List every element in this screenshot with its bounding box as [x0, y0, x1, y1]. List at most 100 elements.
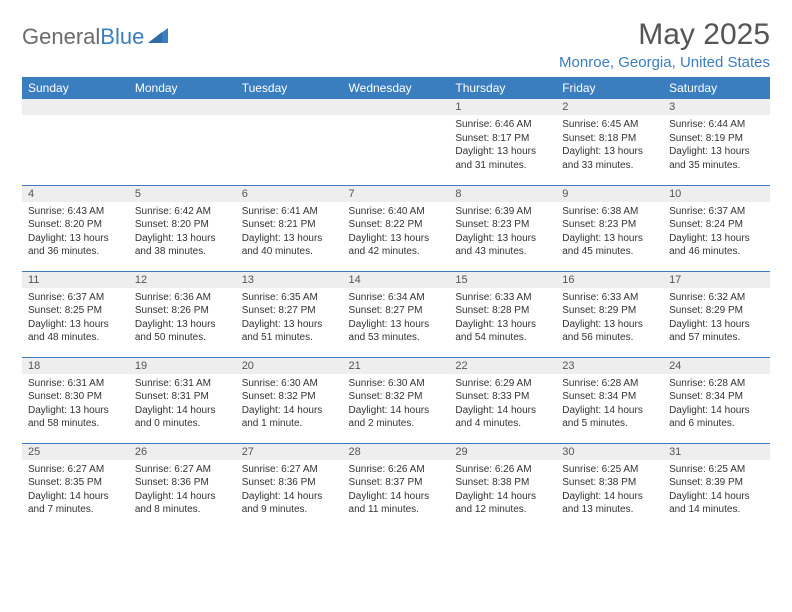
logo-text-1: General [22, 24, 100, 50]
sunrise-text: Sunrise: 6:37 AM [28, 291, 123, 305]
daylight-text: Daylight: 13 hours and 56 minutes. [562, 318, 657, 345]
weekday-header: Wednesday [343, 77, 450, 99]
day-details: Sunrise: 6:34 AMSunset: 8:27 PMDaylight:… [343, 288, 450, 349]
daylight-text: Daylight: 13 hours and 48 minutes. [28, 318, 123, 345]
daylight-text: Daylight: 14 hours and 4 minutes. [455, 404, 550, 431]
weekday-header: Saturday [663, 77, 770, 99]
sunset-text: Sunset: 8:23 PM [562, 218, 657, 232]
sunset-text: Sunset: 8:39 PM [669, 476, 764, 490]
calendar-day-cell: 21Sunrise: 6:30 AMSunset: 8:32 PMDayligh… [343, 357, 450, 443]
day-number: 5 [129, 186, 236, 202]
daylight-text: Daylight: 14 hours and 0 minutes. [135, 404, 230, 431]
day-number: 25 [22, 444, 129, 460]
calendar-day-cell: 25Sunrise: 6:27 AMSunset: 8:35 PMDayligh… [22, 443, 129, 529]
day-number: 24 [663, 358, 770, 374]
day-details: Sunrise: 6:25 AMSunset: 8:39 PMDaylight:… [663, 460, 770, 521]
day-number: 2 [556, 99, 663, 115]
sunrise-text: Sunrise: 6:31 AM [28, 377, 123, 391]
sunrise-text: Sunrise: 6:29 AM [455, 377, 550, 391]
day-number: 20 [236, 358, 343, 374]
day-number: 4 [22, 186, 129, 202]
calendar-week-row: 11Sunrise: 6:37 AMSunset: 8:25 PMDayligh… [22, 271, 770, 357]
calendar-day-cell: 13 Sunrise: 6:35 AMSunset: 8:27 PMDayligh… [236, 271, 343, 357]
day-details: Sunrise: 6:31 AMSunset: 8:31 PMDaylight:… [129, 374, 236, 435]
sunrise-text: Sunrise: 6:35 AM [242, 291, 337, 305]
sunset-text: Sunset: 8:18 PM [562, 132, 657, 146]
calendar-day-cell: 22Sunrise: 6:29 AMSunset: 8:33 PMDayligh… [449, 357, 556, 443]
sunset-text: Sunset: 8:27 PM [242, 304, 337, 318]
calendar-day-cell: 23Sunrise: 6:28 AMSunset: 8:34 PMDayligh… [556, 357, 663, 443]
daylight-text: Daylight: 13 hours and 51 minutes. [242, 318, 337, 345]
day-details: Sunrise: 6:29 AMSunset: 8:33 PMDaylight:… [449, 374, 556, 435]
month-title: May 2025 [559, 18, 770, 52]
title-block: May 2025 Monroe, Georgia, United States [559, 18, 770, 71]
calendar-day-cell [22, 99, 129, 185]
sunset-text: Sunset: 8:32 PM [349, 390, 444, 404]
sunset-text: Sunset: 8:31 PM [135, 390, 230, 404]
sunrise-text: Sunrise: 6:44 AM [669, 118, 764, 132]
calendar-day-cell [129, 99, 236, 185]
day-number: 11 [22, 272, 129, 288]
day-details: Sunrise: 6:44 AMSunset: 8:19 PMDaylight:… [663, 115, 770, 176]
sunrise-text: Sunrise: 6:31 AM [135, 377, 230, 391]
sunset-text: Sunset: 8:36 PM [135, 476, 230, 490]
day-number: 6 [236, 186, 343, 202]
sunset-text: Sunset: 8:21 PM [242, 218, 337, 232]
day-number: 27 [236, 444, 343, 460]
calendar-day-cell: 27Sunrise: 6:27 AMSunset: 8:36 PMDayligh… [236, 443, 343, 529]
sunset-text: Sunset: 8:20 PM [28, 218, 123, 232]
daylight-text: Daylight: 14 hours and 5 minutes. [562, 404, 657, 431]
day-number: 13 [236, 272, 343, 288]
day-number: 7 [343, 186, 450, 202]
sunrise-text: Sunrise: 6:43 AM [28, 205, 123, 219]
sunset-text: Sunset: 8:29 PM [669, 304, 764, 318]
weekday-header-row: Sunday Monday Tuesday Wednesday Thursday… [22, 77, 770, 99]
daylight-text: Daylight: 14 hours and 2 minutes. [349, 404, 444, 431]
calendar-day-cell: 19Sunrise: 6:31 AMSunset: 8:31 PMDayligh… [129, 357, 236, 443]
day-number: 8 [449, 186, 556, 202]
daylight-text: Daylight: 14 hours and 14 minutes. [669, 490, 764, 517]
day-details: Sunrise: 6:32 AMSunset: 8:29 PMDaylight:… [663, 288, 770, 349]
day-details: Sunrise: 6:33 AMSunset: 8:28 PMDaylight:… [449, 288, 556, 349]
daylight-text: Daylight: 14 hours and 1 minute. [242, 404, 337, 431]
day-details: Sunrise: 6:26 AMSunset: 8:38 PMDaylight:… [449, 460, 556, 521]
calendar-day-cell: 4Sunrise: 6:43 AMSunset: 8:20 PMDaylight… [22, 185, 129, 271]
calendar-day-cell: 31Sunrise: 6:25 AMSunset: 8:39 PMDayligh… [663, 443, 770, 529]
daylight-text: Daylight: 13 hours and 57 minutes. [669, 318, 764, 345]
sunrise-text: Sunrise: 6:28 AM [562, 377, 657, 391]
daylight-text: Daylight: 13 hours and 45 minutes. [562, 232, 657, 259]
sunrise-text: Sunrise: 6:42 AM [135, 205, 230, 219]
sunset-text: Sunset: 8:22 PM [349, 218, 444, 232]
sunrise-text: Sunrise: 6:41 AM [242, 205, 337, 219]
calendar-day-cell: 8Sunrise: 6:39 AMSunset: 8:23 PMDaylight… [449, 185, 556, 271]
location-text: Monroe, Georgia, United States [559, 54, 770, 71]
sunset-text: Sunset: 8:38 PM [455, 476, 550, 490]
sunset-text: Sunset: 8:26 PM [135, 304, 230, 318]
calendar-day-cell: 2Sunrise: 6:45 AMSunset: 8:18 PMDaylight… [556, 99, 663, 185]
day-number: 14 [343, 272, 450, 288]
daylight-text: Daylight: 13 hours and 43 minutes. [455, 232, 550, 259]
daylight-text: Daylight: 13 hours and 46 minutes. [669, 232, 764, 259]
sunset-text: Sunset: 8:17 PM [455, 132, 550, 146]
sunrise-text: Sunrise: 6:27 AM [242, 463, 337, 477]
calendar-day-cell: 5Sunrise: 6:42 AMSunset: 8:20 PMDaylight… [129, 185, 236, 271]
daylight-text: Daylight: 14 hours and 6 minutes. [669, 404, 764, 431]
day-details: Sunrise: 6:33 AMSunset: 8:29 PMDaylight:… [556, 288, 663, 349]
day-number: 12 [129, 272, 236, 288]
day-details: Sunrise: 6:41 AMSunset: 8:21 PMDaylight:… [236, 202, 343, 263]
day-number: 15 [449, 272, 556, 288]
calendar-day-cell: 12Sunrise: 6:36 AMSunset: 8:26 PMDayligh… [129, 271, 236, 357]
calendar-day-cell: 15Sunrise: 6:33 AMSunset: 8:28 PMDayligh… [449, 271, 556, 357]
day-number: 26 [129, 444, 236, 460]
sunset-text: Sunset: 8:37 PM [349, 476, 444, 490]
calendar-day-cell: 16Sunrise: 6:33 AMSunset: 8:29 PMDayligh… [556, 271, 663, 357]
day-number-empty [236, 99, 343, 115]
daylight-text: Daylight: 13 hours and 42 minutes. [349, 232, 444, 259]
calendar-day-cell: 6Sunrise: 6:41 AMSunset: 8:21 PMDaylight… [236, 185, 343, 271]
daylight-text: Daylight: 13 hours and 38 minutes. [135, 232, 230, 259]
calendar-week-row: 25Sunrise: 6:27 AMSunset: 8:35 PMDayligh… [22, 443, 770, 529]
sunset-text: Sunset: 8:32 PM [242, 390, 337, 404]
sunset-text: Sunset: 8:38 PM [562, 476, 657, 490]
day-details: Sunrise: 6:37 AMSunset: 8:25 PMDaylight:… [22, 288, 129, 349]
calendar-day-cell: 29Sunrise: 6:26 AMSunset: 8:38 PMDayligh… [449, 443, 556, 529]
